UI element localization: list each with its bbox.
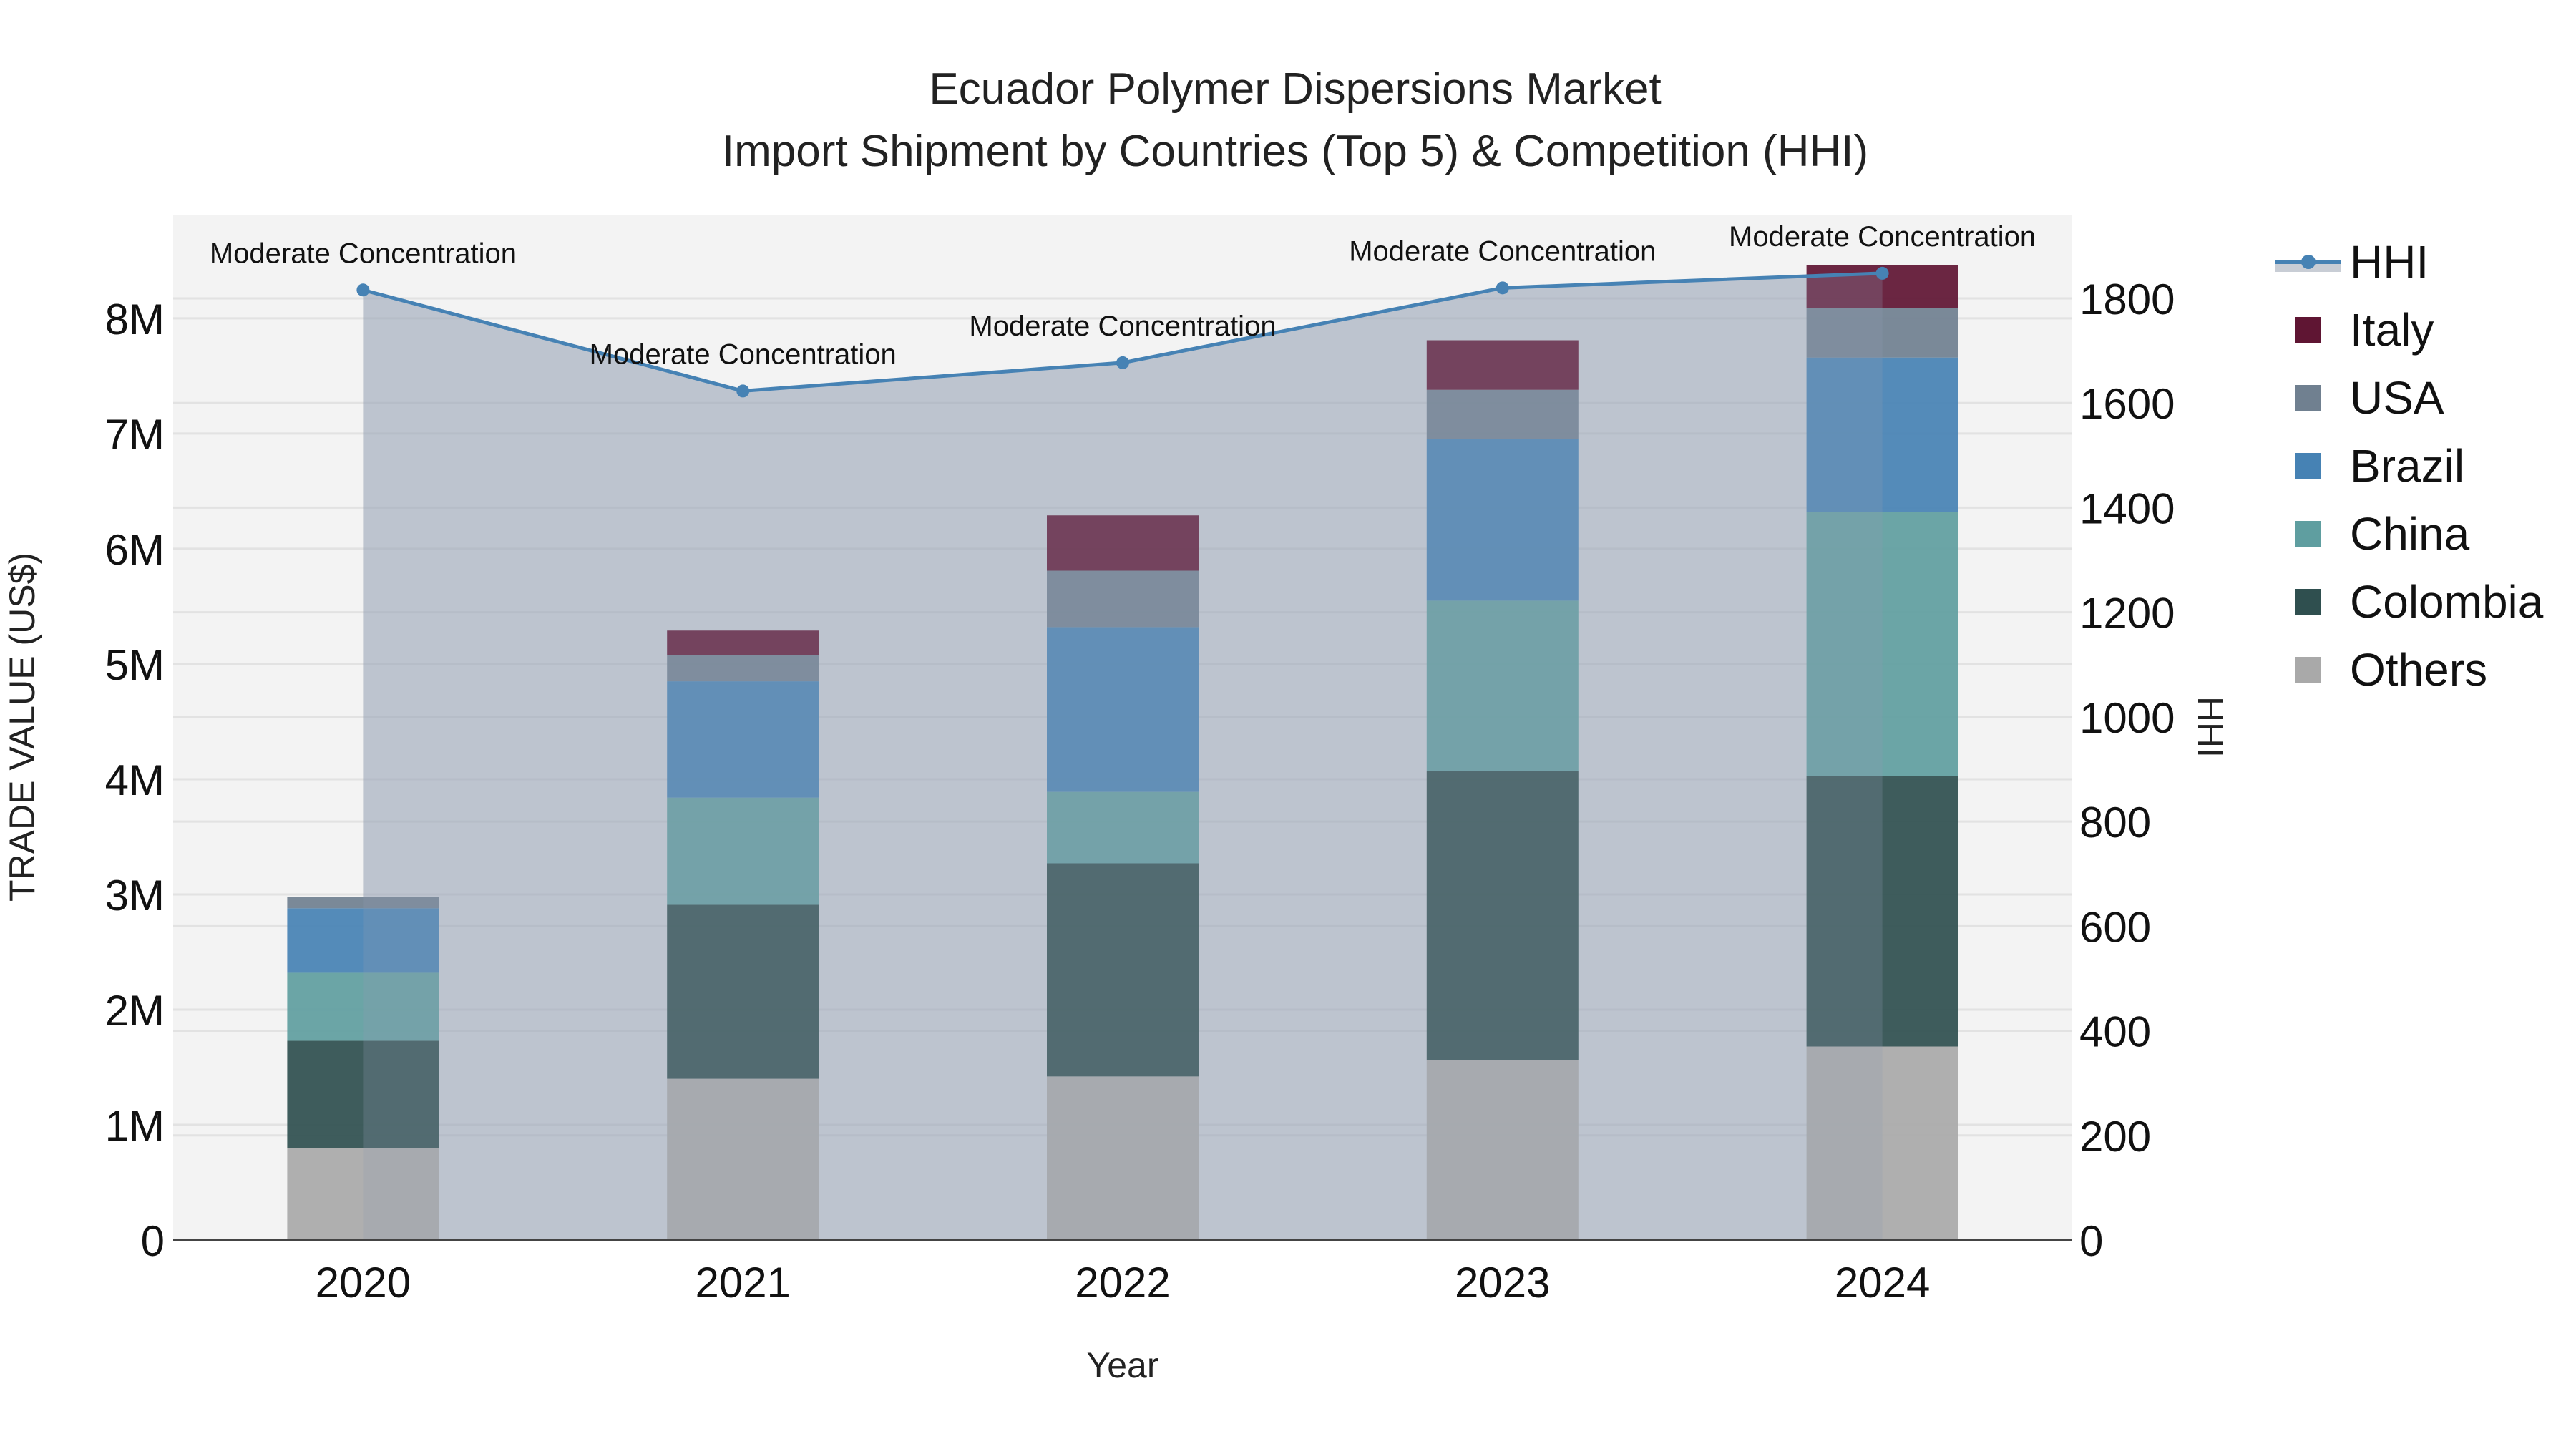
legend-marker-icon — [2301, 255, 2316, 269]
y-tick-label: 0 — [141, 1217, 165, 1265]
y2-tick-label: 200 — [2079, 1113, 2151, 1161]
y-tick-label: 6M — [105, 526, 165, 574]
y-tick-label: 5M — [105, 641, 165, 689]
bar-segment-colombia — [1806, 776, 1958, 1047]
hhi-marker — [1875, 266, 1889, 280]
legend-swatch-icon — [2295, 385, 2321, 411]
y-tick-label: 7M — [105, 411, 165, 459]
bar-segment-usa — [1806, 308, 1958, 358]
legend-label: Brazil — [2350, 440, 2464, 492]
bar-segment-usa — [1047, 570, 1199, 628]
hhi-markers — [356, 266, 1889, 398]
y-tick-label: 3M — [105, 872, 165, 919]
bar-segment-brazil — [1047, 627, 1199, 792]
y-axis-title: TRADE VALUE (US$) — [2, 552, 42, 902]
bar-segment-china — [1426, 600, 1579, 771]
legend-item-italy[interactable]: Italy — [2295, 304, 2434, 356]
x-axis-title: Year — [1086, 1345, 1158, 1385]
y-tick-label: 1M — [105, 1102, 165, 1150]
hhi-marker — [736, 384, 750, 398]
legend-swatch-icon — [2295, 317, 2321, 343]
bar-segment-colombia — [667, 904, 819, 1079]
legend-swatch-icon — [2295, 657, 2321, 683]
bar-segment-brazil — [287, 908, 439, 973]
hhi-annotation: Moderate Concentration — [969, 311, 1276, 342]
hhi-annotation: Moderate Concentration — [1349, 235, 1656, 267]
stacked-bars — [287, 265, 1958, 1240]
legend-swatch-icon — [2295, 521, 2321, 547]
y2-tick-label: 1400 — [2079, 484, 2175, 532]
legend-item-brazil[interactable]: Brazil — [2295, 440, 2464, 492]
y2-tick-label: 0 — [2079, 1217, 2103, 1265]
y2-tick-label: 1800 — [2079, 275, 2175, 323]
bar-segment-usa — [287, 897, 439, 909]
bar-segment-others — [667, 1078, 819, 1240]
y-tick-label: 2M — [105, 987, 165, 1035]
bar-segment-others — [1047, 1076, 1199, 1240]
bar-segment-italy — [1047, 515, 1199, 571]
bar-segment-others — [287, 1148, 439, 1240]
legend-item-hhi[interactable]: HHI — [2275, 236, 2429, 288]
x-tick-label: 2024 — [1835, 1259, 1930, 1307]
x-tick-label: 2023 — [1455, 1259, 1550, 1307]
bar-segment-others — [1426, 1060, 1579, 1240]
legend-label: USA — [2350, 372, 2444, 424]
bar-segment-china — [1806, 512, 1958, 776]
hhi-marker — [356, 283, 370, 297]
hhi-area-overlay — [363, 273, 1883, 1240]
x-tick-label: 2020 — [316, 1259, 411, 1307]
y-tick-label: 4M — [105, 756, 165, 804]
bar-segment-china — [287, 972, 439, 1041]
y2-tick-label: 1000 — [2079, 694, 2175, 742]
hhi-marker — [1496, 281, 1509, 295]
legend: HHI Italy USA Brazil China Colombia Others — [2275, 236, 2544, 696]
y-axis-ticks: 0 1M 2M 3M 4M 5M 6M 7M 8M — [105, 296, 165, 1265]
legend-label: Others — [2350, 644, 2487, 696]
hhi-annotations: Moderate Concentration Moderate Concentra… — [210, 221, 2036, 371]
legend-item-colombia[interactable]: Colombia — [2295, 576, 2544, 628]
y2-axis-title: HHI — [2190, 696, 2230, 758]
bar-segment-brazil — [1426, 439, 1579, 601]
hhi-annotation: Moderate Concentration — [210, 238, 517, 269]
y2-tick-label: 1600 — [2079, 380, 2175, 428]
legend-label: HHI — [2350, 236, 2429, 288]
bar-segment-colombia — [1047, 863, 1199, 1077]
y2-tick-label: 600 — [2079, 903, 2151, 951]
legend-item-china[interactable]: China — [2295, 508, 2470, 560]
legend-swatch-icon — [2295, 453, 2321, 479]
legend-label: Colombia — [2350, 576, 2544, 628]
chart-title: Ecuador Polymer Dispersions Market — [929, 64, 1661, 114]
legend-label: Italy — [2350, 304, 2434, 356]
x-tick-label: 2022 — [1075, 1259, 1170, 1307]
bar-segment-usa — [1426, 389, 1579, 439]
x-axis-ticks: 2020 2021 2022 2023 2024 — [316, 1259, 1931, 1307]
x-tick-label: 2021 — [695, 1259, 790, 1307]
bar-segment-brazil — [667, 681, 819, 798]
bar-segment-colombia — [1426, 771, 1579, 1060]
legend-item-others[interactable]: Others — [2295, 644, 2487, 696]
bar-segment-italy — [667, 630, 819, 655]
bar-segment-usa — [667, 655, 819, 682]
bar-segment-brazil — [1806, 357, 1958, 512]
hhi-annotation: Moderate Concentration — [1729, 221, 2036, 253]
legend-swatch-icon — [2295, 589, 2321, 615]
y2-tick-label: 400 — [2079, 1008, 2151, 1056]
bar-segment-china — [667, 797, 819, 905]
chart-subtitle: Import Shipment by Countries (Top 5) & C… — [722, 127, 1868, 176]
bar-segment-others — [1806, 1046, 1958, 1240]
bar-segment-italy — [1426, 340, 1579, 390]
bar-segment-china — [1047, 791, 1199, 864]
y2-axis-ticks: 0 200 400 600 800 1000 1200 1400 1600 1800 — [2079, 275, 2175, 1265]
y2-tick-label: 1200 — [2079, 590, 2175, 638]
y-tick-label: 8M — [105, 296, 165, 343]
y2-tick-label: 800 — [2079, 799, 2151, 847]
hhi-marker — [1116, 356, 1129, 369]
legend-item-usa[interactable]: USA — [2295, 372, 2444, 424]
legend-label: China — [2350, 508, 2470, 560]
hhi-annotation: Moderate Concentration — [590, 338, 897, 370]
bar-segment-colombia — [287, 1040, 439, 1148]
